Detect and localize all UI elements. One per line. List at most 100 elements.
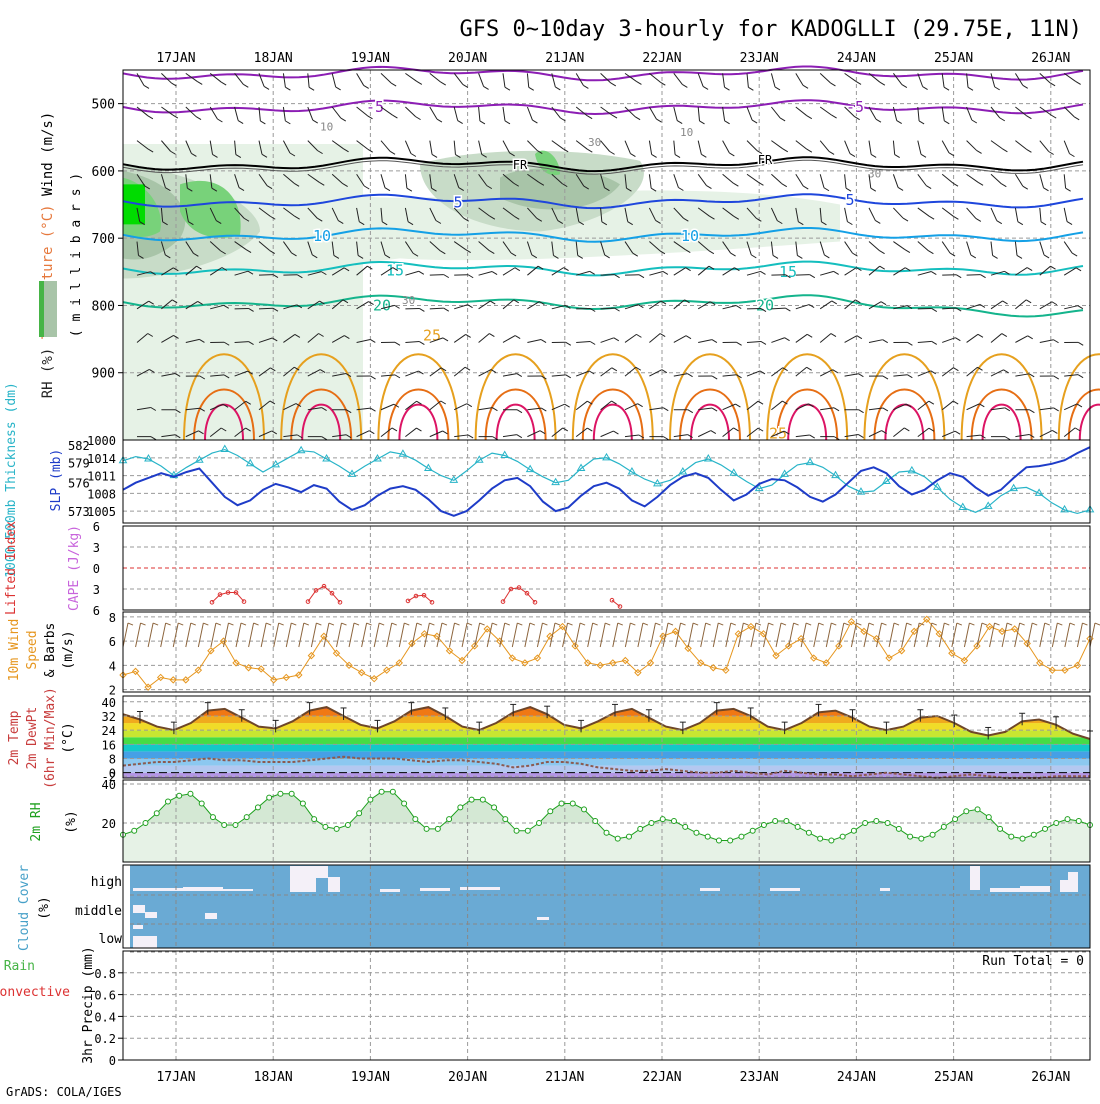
wind-barb [771,73,775,87]
wind-barb [197,81,202,84]
wind-barb [932,309,937,312]
wind-barb [416,117,421,120]
wind-barb [430,368,441,376]
wind-barb [733,183,738,186]
wind-barb [1027,268,1032,271]
wind-barb [392,623,397,625]
y-axis-label: 2m RH [29,802,44,841]
wind-barb [454,367,465,376]
y-axis-label-part: & Barbs [43,623,58,678]
wind-barb [698,107,699,121]
y-tick-label: 900 [92,367,115,382]
wind-barb [228,623,233,625]
rh2m-point [1009,834,1014,839]
wind-barb [1026,116,1031,119]
wind-barb [869,208,875,221]
wind-barb [1040,340,1054,343]
wind-barb [530,623,535,625]
wind-barb [381,404,394,409]
wind-barb [976,218,981,221]
temperature-contour [972,390,1032,440]
wind-barb [712,408,717,411]
wind-barb [991,174,1001,183]
x-tick-top-20JAN: 20JAN [448,51,487,66]
wind-barb [371,376,376,379]
x-tick-bottom-19JAN: 19JAN [351,1070,390,1085]
wind-barb [824,188,829,191]
wind-barb [776,623,781,647]
wind-barb [405,73,416,81]
wind-barb [144,85,149,88]
wind-barb [580,623,585,625]
wind-barb [942,73,944,87]
wind-barb [820,73,830,83]
wind-barb [731,623,736,625]
wind-barb [479,334,490,343]
wind-barb [618,623,623,625]
wind-barb [674,107,677,121]
wind-barb [747,371,760,376]
temperature-contour [864,354,944,440]
wind-barb [309,87,314,90]
x-tick-bottom-17JAN: 17JAN [156,1070,195,1085]
wind-barb [441,401,446,404]
wind-barb [1078,342,1083,345]
rh-label: 10 [680,126,693,139]
wind-barb [903,218,908,221]
y-axis-label: Lifted Index [4,521,19,615]
wind-barb [216,623,221,625]
wind-barb [517,374,522,377]
wind-barb [479,141,482,155]
wind-barb [625,623,630,647]
wind-barb [1044,188,1049,191]
wind-barb [858,435,863,438]
wind-barb [923,87,928,90]
wind-barb [515,336,520,339]
x-tick-bottom-22JAN: 22JAN [642,1070,681,1085]
wind-barb [649,141,651,155]
wind-barb [1064,306,1078,309]
rh2m-point [908,834,913,839]
wind-barb [137,73,144,85]
wind-barb [405,371,418,376]
wind-barb [555,623,560,625]
cloud-cell [133,925,143,929]
cloud-cell [700,888,720,891]
wind-barb [593,623,598,625]
wind-barb [512,623,517,647]
wind-barb [565,404,570,407]
wind-barb [468,305,473,308]
wind-barb [1076,81,1081,84]
wind-barb [336,623,341,647]
y-axis-label-part: 2m Temp [7,710,22,765]
wind-barb [796,73,803,85]
wind-barb [1029,410,1034,413]
wind-barb [1054,376,1059,379]
wind-barb [587,149,592,152]
wind-barb [286,623,291,647]
cloud-cell [328,877,340,892]
wind-barb [883,408,888,411]
y-tick-label: 4 [109,659,116,673]
rh2m-point [750,828,755,833]
wind-barb [929,401,934,404]
wind-barb [430,141,432,155]
wind-barb [601,368,612,376]
temperature-contour [378,354,458,440]
thickness-point [807,459,814,465]
contour-label: 20 [373,296,391,314]
wind-barb [1002,623,1007,647]
wind-barb [505,623,510,625]
y-tick-label: 3 [93,583,100,597]
rh2m-point [255,805,260,810]
wind-barb [430,308,444,309]
wind-barb [381,428,392,437]
wind-barb [1040,408,1054,410]
wind-barb [1015,336,1027,343]
wind-barb [391,83,396,86]
cloud-cell [970,866,980,890]
x-tick-bottom-20JAN: 20JAN [448,1070,487,1085]
wind-barb [613,623,618,647]
wind-barb [610,151,615,154]
wind-barb [196,117,201,120]
